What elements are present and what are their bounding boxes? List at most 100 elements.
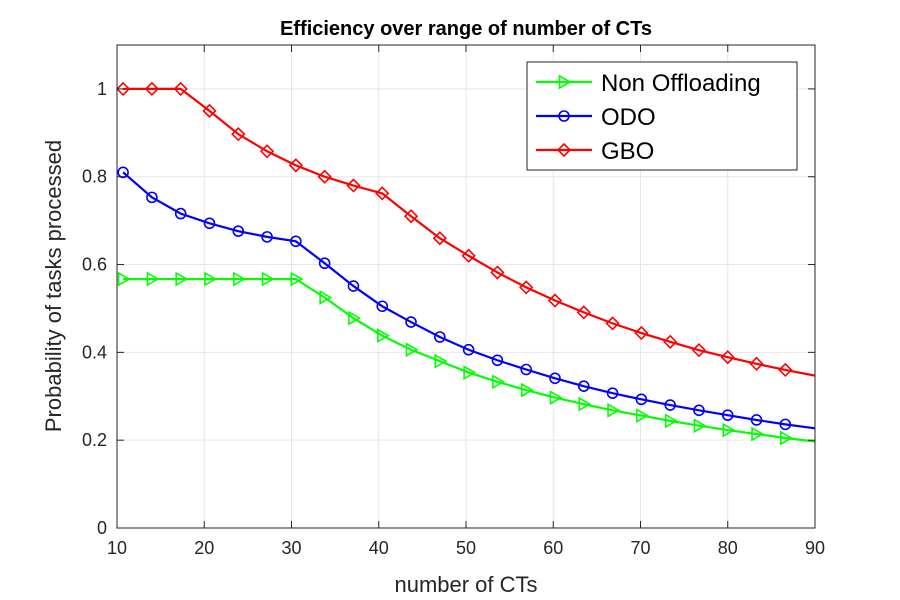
non-offloading-marker (549, 390, 563, 405)
x-tick-label: 60 (543, 538, 563, 558)
y-tick-label: 0.8 (82, 167, 107, 187)
non-offloading-marker (578, 396, 592, 412)
x-tick-label: 80 (718, 538, 738, 558)
legend-item-non-offloading: Non Offloading (536, 70, 761, 97)
gbo-marker (173, 81, 188, 97)
odo-marker (376, 300, 389, 313)
gbo-marker (749, 356, 764, 371)
non-offloading-marker (146, 271, 160, 287)
gbo-marker (634, 325, 649, 341)
legend: Non Offloading ODO GBO (526, 61, 798, 171)
gbo-marker (432, 231, 447, 246)
non-offloading-marker (405, 342, 419, 358)
odo-marker (750, 414, 763, 426)
odo-marker (693, 404, 705, 417)
odo-marker (664, 399, 676, 411)
x-tick-label: 90 (805, 538, 825, 558)
non-offloading-marker (664, 413, 678, 429)
x-tick-label: 50 (456, 538, 476, 558)
legend-gbo-marker (556, 142, 572, 158)
non-offloading-marker (434, 353, 448, 369)
odo-marker (290, 235, 302, 248)
non-offloading-marker (117, 271, 131, 287)
non-offloading-marker (751, 426, 765, 442)
odo-marker (606, 387, 619, 399)
gbo-marker (202, 103, 217, 118)
non-offloading-marker (636, 408, 649, 423)
gbo-marker (346, 178, 361, 193)
y-tick-label: 0.4 (82, 342, 107, 362)
gbo-marker (231, 127, 246, 142)
odo-marker (261, 231, 273, 243)
odo-line (122, 171, 816, 430)
non-offloading-marker (261, 271, 275, 287)
odo-marker (232, 225, 245, 237)
odo-marker (203, 217, 216, 230)
gbo-marker (259, 144, 275, 159)
legend-odo-marker (558, 110, 570, 122)
gbo-marker (691, 343, 707, 358)
series-gbo (115, 81, 816, 378)
non-offloading-marker (175, 271, 189, 287)
odo-marker (721, 409, 734, 421)
non-offloading-marker (204, 271, 218, 287)
legend-item-gbo: GBO (536, 138, 654, 165)
gbo-marker (519, 280, 534, 295)
non-offloading-marker (693, 418, 707, 434)
non-offloading-marker (492, 374, 506, 390)
non-offloading-marker (607, 402, 621, 418)
odo-marker (779, 418, 792, 431)
non-offloading-marker (290, 271, 304, 287)
series-group (115, 81, 816, 446)
gbo-marker (576, 305, 591, 320)
odo-marker (117, 166, 129, 179)
legend-item-odo: ODO (536, 104, 656, 131)
gbo-marker (461, 248, 476, 263)
odo-marker (347, 280, 360, 292)
series-non-offloading (117, 271, 816, 446)
gbo-marker (317, 169, 332, 184)
non-offloading-marker (232, 271, 246, 287)
odo-marker (174, 207, 187, 220)
odo-marker (434, 331, 446, 343)
non-offloading-marker (780, 430, 793, 446)
non-offloading-marker (463, 365, 477, 380)
odo-marker (405, 316, 417, 328)
odo-marker (549, 372, 561, 385)
non-offloading-marker (722, 422, 736, 438)
axis-ticks (116, 45, 816, 529)
x-tick-label: 20 (194, 538, 214, 558)
odo-marker (462, 343, 475, 356)
gbo-marker (547, 293, 563, 308)
non-offloading-marker (319, 290, 333, 305)
gbo-marker (605, 316, 620, 331)
x-tick-label: 10 (107, 538, 127, 558)
gbo-marker (115, 81, 131, 97)
chart-title: Efficiency over range of number of CTs (280, 18, 652, 40)
gbo-marker (720, 350, 735, 365)
x-tick-label: 70 (630, 538, 650, 558)
legend-label: Non Offloading (601, 70, 761, 97)
series-odo (117, 166, 816, 431)
x-tick-label: 40 (369, 538, 389, 558)
gbo-line (123, 87, 816, 377)
legend-label: ODO (601, 104, 656, 131)
odo-marker (491, 354, 504, 367)
non-offloading-marker (348, 310, 362, 326)
non-offloading-line (123, 277, 816, 443)
gbo-marker (144, 81, 160, 97)
x-tick-label: 30 (281, 538, 301, 558)
odo-marker (635, 393, 648, 406)
x-axis-label: number of CTs (394, 572, 537, 597)
odo-marker (520, 363, 533, 376)
gbo-marker (403, 209, 419, 224)
odo-marker (577, 380, 590, 392)
gbo-marker (778, 362, 793, 378)
gbo-marker (663, 334, 678, 349)
non-offloading-marker (520, 382, 534, 398)
non-offloading-marker (376, 328, 390, 344)
legend-label: GBO (601, 138, 654, 165)
y-axis-label: Probability of tasks processed (41, 140, 66, 432)
odo-marker (318, 257, 331, 270)
